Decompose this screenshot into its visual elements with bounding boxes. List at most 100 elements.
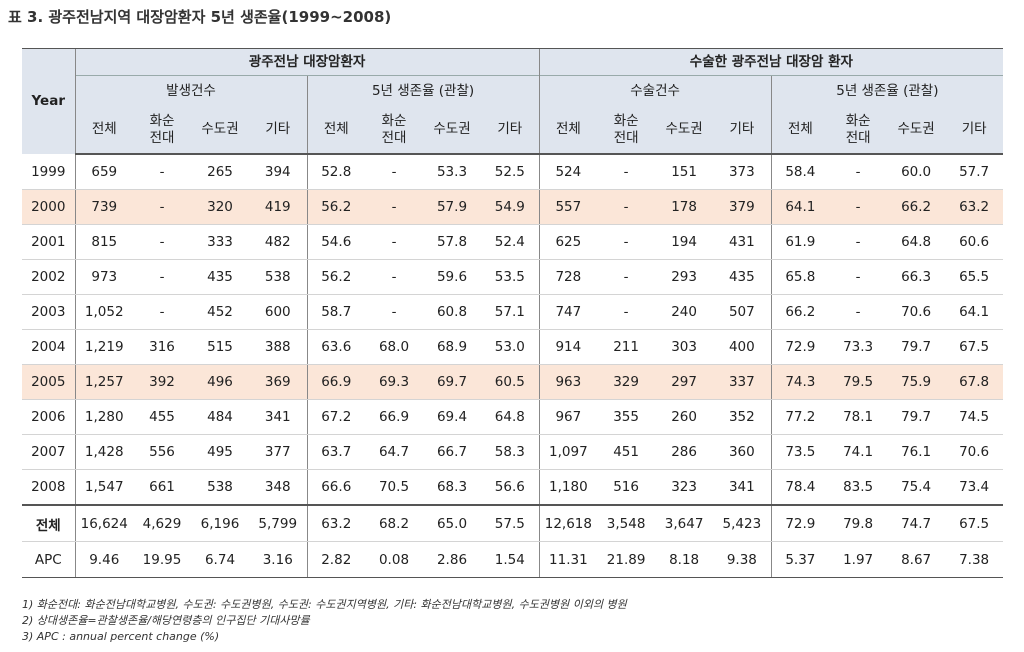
cell: 377 (249, 434, 307, 470)
cell: 74.5 (945, 399, 1004, 435)
header-row: Year 광주전남 대장암환자 수술한 광주전남 대장암 환자 (22, 48, 1004, 154)
cell: - (365, 294, 423, 330)
cell: 431 (713, 224, 772, 260)
cell: 5,799 (249, 504, 307, 542)
subgroup-header: 5년 생존율 (관찰) (770, 75, 1004, 106)
cell: 59.6 (423, 259, 481, 295)
cell: 240 (655, 294, 714, 330)
cell: 1,180 (538, 469, 598, 506)
cell: 1,257 (74, 364, 133, 400)
cell: 355 (597, 399, 656, 435)
row-label: 2006 (22, 399, 75, 435)
cell: 1,280 (74, 399, 133, 435)
subgroup-header: 발생건수 (74, 75, 307, 106)
cell: 72.9 (770, 329, 830, 365)
cell: 394 (249, 154, 307, 190)
table-row: APC 9.46 19.95 6.74 3.16 2.82 0.08 2.86 1.54 11.3… (22, 541, 1004, 578)
cell: 16,624 (74, 504, 133, 542)
survival-table: Year 광주전남 대장암환자 수술한 광주전남 대장암 환자 발생건수 5년 생존율 … (22, 48, 1004, 578)
cell: - (597, 154, 656, 190)
table-row: 2001 815-333 482 54.6-57.8 52.4 625-194 431 61.… (22, 224, 1004, 260)
cell: 5,423 (713, 504, 772, 542)
cell: 360 (713, 434, 772, 470)
cell: 452 (191, 294, 249, 330)
cell: 78.4 (770, 469, 830, 506)
cell: 2.86 (423, 541, 481, 578)
cell: 69.4 (423, 399, 481, 435)
cell: 515 (191, 329, 249, 365)
cell: - (597, 294, 656, 330)
cell: - (133, 259, 191, 295)
row-label: 2007 (22, 434, 75, 470)
cell: 58.7 (306, 294, 365, 330)
cell: 329 (597, 364, 656, 400)
cell: 369 (249, 364, 307, 400)
cell: 73.4 (945, 469, 1004, 506)
subgroup-header: 수술건수 (538, 75, 772, 106)
cell: 482 (249, 224, 307, 260)
cell: 56.2 (306, 189, 365, 225)
cell: 6.74 (191, 541, 249, 578)
cell: 1,428 (74, 434, 133, 470)
cell: 3,548 (597, 504, 656, 542)
cell: 74.3 (770, 364, 830, 400)
cell: 52.4 (481, 224, 540, 260)
cell: - (597, 189, 656, 225)
cell: 83.5 (829, 469, 888, 506)
header-row: 전체 화순 전대 수도권 기타 전체 화순 전대 수도권 기타 전체 화순 전대 수도권 기타 전체 화순… (22, 106, 1004, 155)
cell: 524 (538, 154, 598, 190)
cell: 455 (133, 399, 191, 435)
cell: 2.82 (306, 541, 365, 578)
cell: 57.9 (423, 189, 481, 225)
row-label: APC (22, 541, 75, 578)
cell: 21.89 (597, 541, 656, 578)
cell: 495 (191, 434, 249, 470)
cell: 1,219 (74, 329, 133, 365)
cell: 67.8 (945, 364, 1004, 400)
cell: 419 (249, 189, 307, 225)
cell: 323 (655, 469, 714, 506)
cell: 19.95 (133, 541, 191, 578)
footnote: 2) 상대생존율=관찰생존율/해당연령층의 인구집단 기대사망률 (22, 614, 310, 627)
cell: 659 (74, 154, 133, 190)
table-title: 표 3. 광주전남지역 대장암환자 5년 생존율(1999~2008) (8, 8, 392, 26)
cell: 9.46 (74, 541, 133, 578)
cell: 484 (191, 399, 249, 435)
column-header: 수도권 (887, 106, 946, 155)
cell: 60.6 (945, 224, 1004, 260)
cell: - (829, 224, 888, 260)
cell: 73.5 (770, 434, 830, 470)
cell: 728 (538, 259, 598, 295)
cell: 341 (249, 399, 307, 435)
cell: 914 (538, 329, 598, 365)
cell: 320 (191, 189, 249, 225)
cell: 54.6 (306, 224, 365, 260)
cell: 625 (538, 224, 598, 260)
cell: 74.1 (829, 434, 888, 470)
cell: - (365, 189, 423, 225)
table-row: 1999 659-265 394 52.8-53.3 52.5 524-151 373 58.… (22, 154, 1004, 190)
cell: 1.97 (829, 541, 888, 578)
footnotes: 1) 화순전대: 화순전남대학교병원, 수도권: 수도권병원, 수도권: 수도권… (22, 597, 627, 645)
cell: 3.16 (249, 541, 307, 578)
cell: 72.9 (770, 504, 830, 542)
cell: 303 (655, 329, 714, 365)
cell: 1,052 (74, 294, 133, 330)
column-header: 기타 (713, 106, 772, 155)
cell: 600 (249, 294, 307, 330)
cell: 507 (713, 294, 772, 330)
cell: 52.5 (481, 154, 540, 190)
footnote: 1) 화순전대: 화순전남대학교병원, 수도권: 수도권병원, 수도권: 수도권… (22, 598, 627, 611)
table-row: 전체 16,624 4,629 6,196 5,799 63.2 68.2 65.0 57.5 1… (22, 504, 1004, 542)
column-header: 화순 전대 (133, 106, 191, 155)
cell: 6,196 (191, 504, 249, 542)
table-row: 2004 1,219 316 515 388 63.6 68.0 68.9 53.0 914 211… (22, 329, 1004, 365)
cell: 66.9 (306, 364, 365, 400)
cell: 68.9 (423, 329, 481, 365)
cell: - (133, 224, 191, 260)
cell: 973 (74, 259, 133, 295)
cell: - (597, 259, 656, 295)
cell: 63.2 (945, 189, 1004, 225)
cell: 60.5 (481, 364, 540, 400)
cell: 297 (655, 364, 714, 400)
